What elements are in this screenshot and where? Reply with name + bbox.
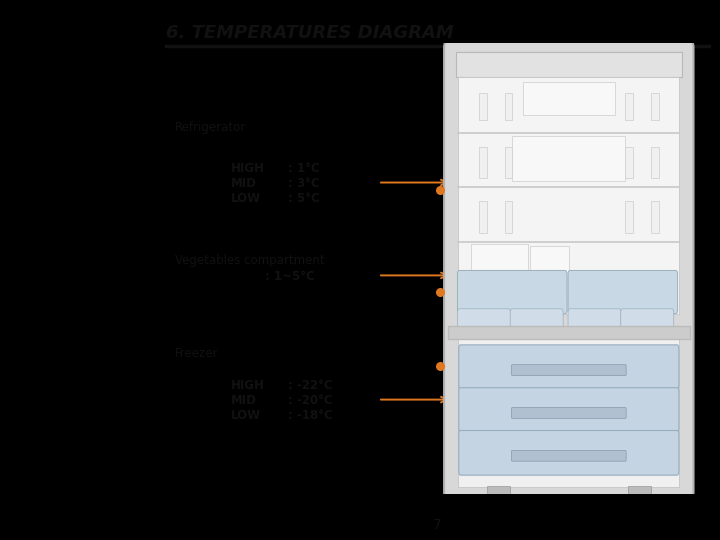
- FancyBboxPatch shape: [511, 408, 626, 418]
- FancyBboxPatch shape: [568, 271, 678, 314]
- Text: Refrigerator: Refrigerator: [174, 122, 246, 134]
- FancyBboxPatch shape: [459, 430, 679, 475]
- Text: LOW: LOW: [231, 192, 261, 205]
- Text: : -20°C: : -20°C: [287, 394, 332, 407]
- FancyBboxPatch shape: [511, 450, 626, 461]
- FancyBboxPatch shape: [568, 309, 621, 331]
- FancyBboxPatch shape: [457, 309, 510, 331]
- Bar: [651, 93, 659, 120]
- Bar: [530, 246, 569, 300]
- Bar: [471, 244, 528, 307]
- Bar: [626, 93, 633, 120]
- Text: 7: 7: [433, 518, 442, 532]
- Text: : 1°C: : 1°C: [287, 162, 319, 175]
- Bar: [651, 201, 659, 233]
- Text: MID: MID: [231, 177, 257, 190]
- Text: : 1~5°C: : 1~5°C: [265, 270, 315, 283]
- FancyBboxPatch shape: [444, 41, 693, 498]
- Bar: [626, 201, 633, 233]
- Bar: [505, 93, 512, 120]
- Bar: [456, 52, 682, 77]
- Bar: [505, 147, 512, 178]
- Text: : -18°C: : -18°C: [287, 409, 333, 422]
- FancyBboxPatch shape: [621, 309, 674, 331]
- FancyBboxPatch shape: [511, 364, 626, 375]
- Text: : 5°C: : 5°C: [287, 192, 320, 205]
- Text: HIGH: HIGH: [231, 162, 265, 175]
- Text: MID: MID: [231, 394, 257, 407]
- Bar: [505, 201, 512, 233]
- Bar: [479, 147, 487, 178]
- Bar: [626, 147, 633, 178]
- FancyBboxPatch shape: [459, 345, 679, 389]
- Text: 6. TEMPERATURES DIAGRAM: 6. TEMPERATURES DIAGRAM: [166, 24, 454, 42]
- Bar: [458, 77, 680, 314]
- Bar: [479, 201, 487, 233]
- Bar: [651, 147, 659, 178]
- Text: : -22°C: : -22°C: [287, 379, 332, 392]
- Text: LOW: LOW: [231, 409, 261, 422]
- Bar: [458, 340, 680, 487]
- Text: : 3°C: : 3°C: [287, 177, 319, 190]
- Bar: [628, 486, 651, 494]
- Bar: [512, 136, 626, 181]
- Text: Freezer: Freezer: [174, 347, 218, 360]
- Bar: [523, 82, 615, 116]
- FancyBboxPatch shape: [459, 388, 679, 433]
- Bar: [448, 326, 690, 339]
- Bar: [479, 93, 487, 120]
- FancyBboxPatch shape: [457, 271, 567, 314]
- Bar: [487, 486, 510, 494]
- FancyBboxPatch shape: [510, 309, 563, 331]
- Text: HIGH: HIGH: [231, 379, 265, 392]
- Text: Vegetables compartment: Vegetables compartment: [174, 254, 324, 267]
